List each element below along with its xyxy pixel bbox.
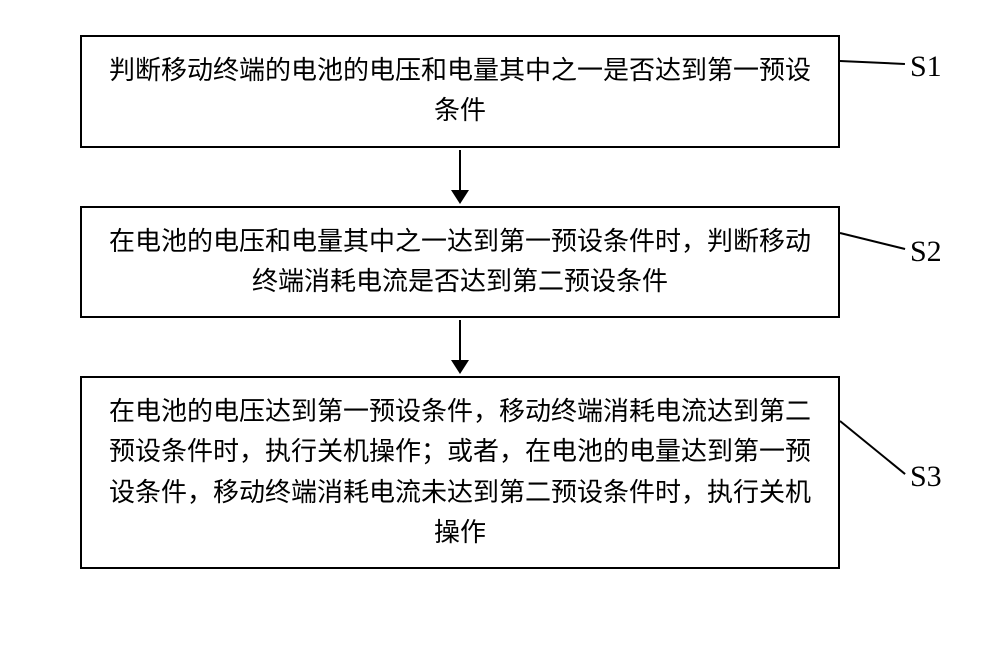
flow-step-text: 在电池的电压达到第一预设条件，移动终端消耗电流达到第二预设条件时，执行关机操作；…	[109, 397, 811, 547]
step-label-s1: S1	[910, 50, 942, 84]
label-connector	[840, 60, 905, 65]
step-label-s3: S3	[910, 460, 942, 494]
flow-arrow	[80, 318, 840, 376]
flowchart: 判断移动终端的电池的电压和电量其中之一是否达到第一预设条件在电池的电压和电量其中…	[80, 35, 840, 569]
flow-step-s1: 判断移动终端的电池的电压和电量其中之一是否达到第一预设条件	[80, 35, 840, 148]
flow-step-text: 判断移动终端的电池的电压和电量其中之一是否达到第一预设条件	[109, 56, 811, 125]
flow-step-s2: 在电池的电压和电量其中之一达到第一预设条件时，判断移动终端消耗电流是否达到第二预…	[80, 206, 840, 319]
label-connector	[839, 420, 905, 475]
step-label-s2: S2	[910, 235, 942, 269]
label-connector	[840, 232, 905, 250]
flow-step-text: 在电池的电压和电量其中之一达到第一预设条件时，判断移动终端消耗电流是否达到第二预…	[109, 227, 811, 296]
flow-arrow	[80, 148, 840, 206]
flow-step-s3: 在电池的电压达到第一预设条件，移动终端消耗电流达到第二预设条件时，执行关机操作；…	[80, 376, 840, 569]
